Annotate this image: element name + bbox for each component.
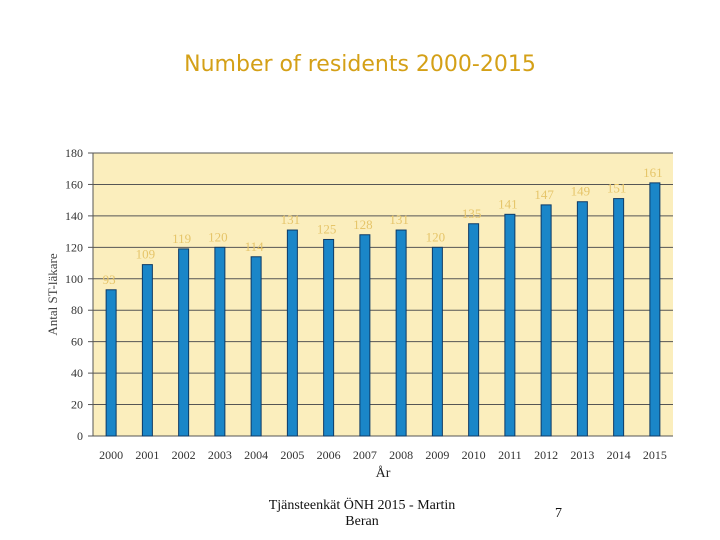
- bar: [431, 246, 443, 437]
- x-tick-label: 2007: [353, 448, 377, 462]
- page-number: 7: [555, 506, 562, 521]
- x-tick-label: 2014: [607, 448, 631, 462]
- data-label: 93: [103, 272, 116, 287]
- y-tick-label: 20: [71, 398, 83, 412]
- data-label: 151: [607, 181, 627, 196]
- x-tick-label: 2012: [534, 448, 558, 462]
- x-tick-label: 2001: [135, 448, 159, 462]
- bar: [359, 234, 371, 437]
- y-tick-label: 0: [77, 429, 83, 443]
- y-tick-label: 120: [65, 240, 83, 254]
- data-label: 128: [353, 217, 373, 232]
- y-axis-label: Antal ST-läkare: [45, 253, 60, 335]
- bar: [613, 198, 625, 437]
- bar: [504, 213, 516, 437]
- x-tick-label: 2005: [280, 448, 304, 462]
- data-label: 141: [498, 196, 518, 211]
- bars: [105, 182, 661, 437]
- data-label: 147: [534, 187, 554, 202]
- x-tick-label: 2009: [425, 448, 449, 462]
- data-label: 135: [462, 206, 482, 221]
- y-tick-label: 100: [65, 272, 83, 286]
- data-label: 161: [643, 165, 663, 180]
- x-axis: 2000 2001 2002 2003 2004 2005 2006 2007 2008 2009…: [99, 448, 667, 462]
- data-labels: 93 109 119 120 114 131 125 128 131 120 135 141 147 14…: [103, 165, 663, 287]
- x-tick-label: 2008: [389, 448, 413, 462]
- data-label: 125: [317, 221, 337, 236]
- x-tick-label: 2003: [208, 448, 232, 462]
- data-label: 131: [281, 212, 301, 227]
- bar: [250, 256, 262, 437]
- x-tick-label: 2010: [462, 448, 486, 462]
- x-tick-label: 2000: [99, 448, 123, 462]
- y-tick-label: 140: [65, 209, 83, 223]
- bar: [395, 229, 407, 437]
- x-tick-label: 2011: [498, 448, 522, 462]
- grid-lines: [93, 152, 673, 437]
- bar: [540, 204, 552, 437]
- data-label: 131: [389, 212, 409, 227]
- bar: [468, 223, 480, 437]
- y-tick-label: 60: [71, 335, 83, 349]
- bar: [286, 229, 298, 437]
- data-label: 119: [172, 231, 191, 246]
- x-axis-label: År: [376, 465, 391, 481]
- bar: [141, 264, 153, 437]
- plot-area: [93, 153, 673, 436]
- y-tick-label: 40: [71, 366, 83, 380]
- footer-source: Tjänsteenkät ÖNH 2015 - Martin Beran: [268, 498, 456, 529]
- x-tick-label: 2002: [172, 448, 196, 462]
- data-label: 114: [245, 239, 265, 254]
- y-tick-label: 180: [65, 146, 83, 160]
- bar: [178, 248, 190, 437]
- bar: [649, 182, 661, 437]
- y-tick-label: 160: [65, 177, 83, 191]
- data-label: 109: [136, 247, 156, 262]
- bar: [214, 246, 226, 437]
- bar: [323, 238, 335, 437]
- data-label: 120: [208, 229, 228, 244]
- chart-title: Number of residents 2000-2015: [184, 52, 536, 77]
- y-tick-label: 80: [71, 303, 83, 317]
- x-tick-label: 2013: [570, 448, 594, 462]
- y-axis: 0 20 40 60 80 100 120 140 160 180: [65, 146, 94, 443]
- bar: [105, 289, 117, 437]
- bar: [576, 201, 588, 437]
- data-label: 149: [571, 184, 591, 199]
- x-tick-label: 2015: [643, 448, 667, 462]
- x-tick-label: 2004: [244, 448, 268, 462]
- x-tick-label: 2006: [317, 448, 341, 462]
- data-label: 120: [426, 229, 446, 244]
